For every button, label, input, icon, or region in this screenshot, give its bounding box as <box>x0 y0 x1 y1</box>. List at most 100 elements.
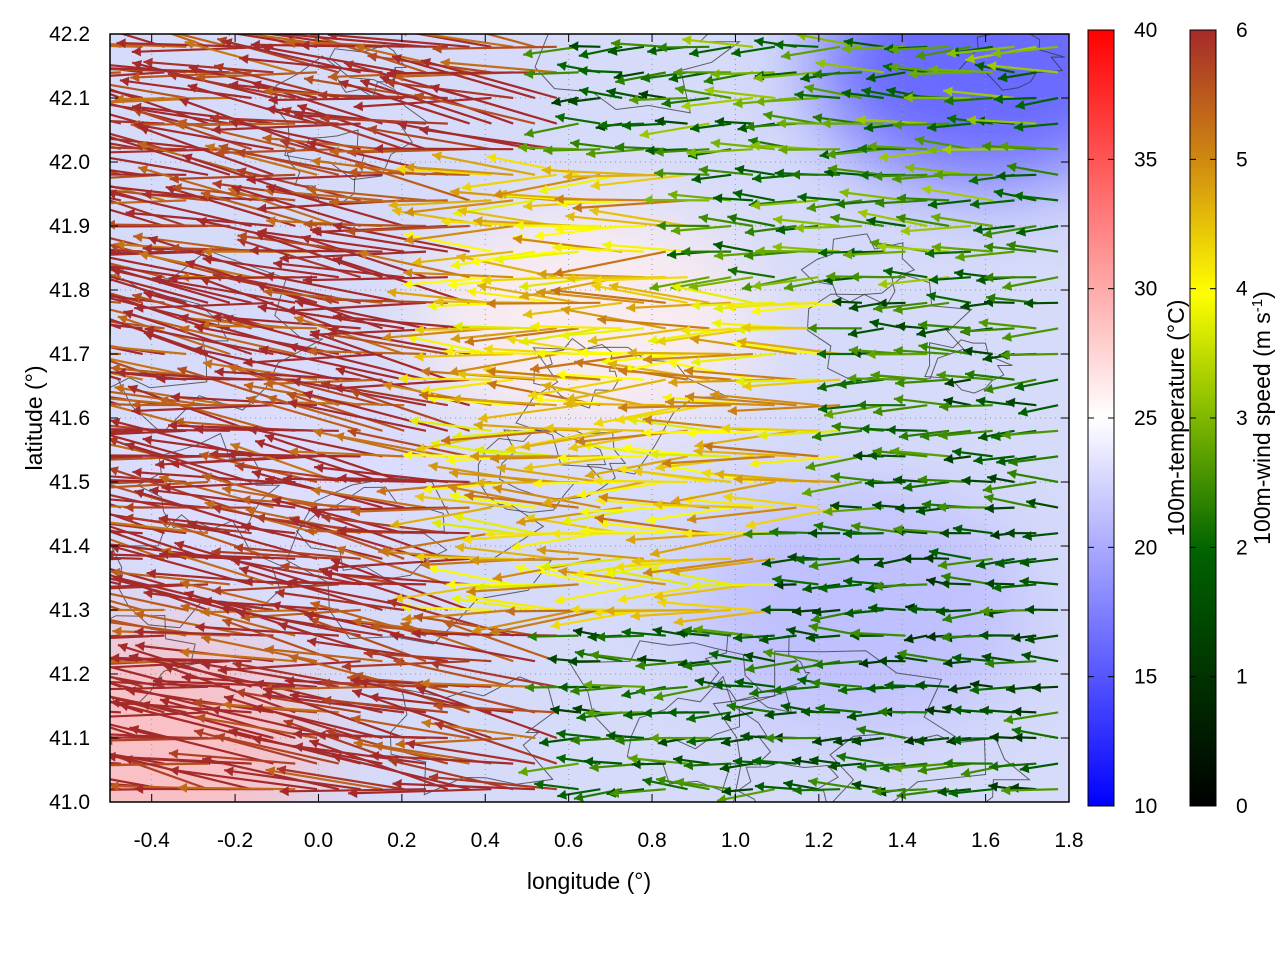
y-tick-label: 41.3 <box>49 599 90 622</box>
wind-arrow <box>689 45 732 58</box>
wind-arrow <box>684 392 797 407</box>
wind-arrow <box>635 660 688 671</box>
wind-arrow <box>403 268 514 279</box>
wind-arrow <box>979 705 1015 716</box>
wind-arrow <box>961 475 993 486</box>
wind-arrow <box>896 213 950 228</box>
wind-arrow <box>1016 224 1059 237</box>
wind-arrow <box>813 521 863 535</box>
wind-arrow <box>939 528 971 539</box>
wind-arrow <box>464 491 579 509</box>
wind-arrow <box>668 71 710 83</box>
colorbar-tick-label: 0 <box>1236 795 1248 818</box>
wind-arrow <box>605 606 710 616</box>
wind-arrow <box>633 466 732 484</box>
wind-arrow <box>657 42 710 53</box>
wind-arrow <box>807 323 862 334</box>
wind-arrow <box>332 256 470 304</box>
wind-arrow <box>570 138 623 151</box>
wind-arrow <box>143 290 274 330</box>
wind-arrow <box>110 250 209 256</box>
wind-arrow <box>529 352 645 374</box>
wind-arrow <box>110 723 165 740</box>
wind-arrow <box>719 762 754 773</box>
wind-arrow <box>638 90 666 100</box>
wind-arrow <box>373 143 514 154</box>
wind-arrow <box>591 282 688 304</box>
wind-arrow <box>262 690 405 714</box>
wind-arrow <box>554 224 645 235</box>
wind-arrow <box>861 86 906 100</box>
wind-arrow <box>551 286 666 304</box>
wind-arrow <box>948 788 993 798</box>
wind-arrow <box>489 608 601 637</box>
wind-arrow <box>510 532 601 552</box>
wind-arrow <box>627 347 732 358</box>
wind-arrow <box>420 58 558 100</box>
wind-arrow <box>110 275 209 304</box>
wind-arrow <box>527 378 623 400</box>
wind-arrow <box>392 779 536 791</box>
wind-arrow <box>847 327 884 338</box>
wind-arrow <box>222 700 339 714</box>
wind-arrow <box>215 147 339 158</box>
x-tick-label: -0.4 <box>134 829 171 852</box>
wind-arrow <box>744 660 797 674</box>
wind-arrow <box>403 276 492 290</box>
wind-arrow <box>110 538 165 560</box>
wind-arrow <box>808 777 863 791</box>
wind-arrow <box>110 429 143 434</box>
wind-arrow <box>543 145 601 156</box>
wind-arrow <box>567 656 601 667</box>
wind-arrow <box>110 83 187 100</box>
wind-arrow <box>686 506 797 524</box>
wind-arrow <box>471 608 579 635</box>
wind-arrow <box>454 542 557 560</box>
colorbar-tick-label: 40 <box>1134 19 1157 42</box>
wind-arrow <box>555 112 601 125</box>
wind-arrow <box>847 373 906 384</box>
wind-arrow <box>735 376 819 387</box>
wind-arrow <box>110 169 143 176</box>
wind-arrow <box>132 467 274 484</box>
x-tick-label: 1.8 <box>1054 829 1083 852</box>
wind-arrow <box>110 199 187 205</box>
wind-arrow <box>946 45 1015 58</box>
wind-arrow <box>131 102 274 125</box>
wind-arrow <box>271 496 405 535</box>
wind-arrow <box>794 90 841 100</box>
wind-arrow <box>1005 397 1037 408</box>
wind-arrow <box>236 148 361 176</box>
wind-arrow <box>951 735 993 746</box>
wind-arrow <box>143 57 274 74</box>
wind-arrow <box>713 250 775 261</box>
y-tick-label: 41.6 <box>49 407 90 430</box>
temperature-colorbar-ticks: 10 15 20 25 30 35 40 <box>1088 19 1157 818</box>
wind-arrow <box>330 558 471 612</box>
wind-arrow <box>428 772 557 791</box>
wind-arrow <box>110 103 231 125</box>
wind-arrow <box>1012 706 1037 717</box>
wind-arrow <box>110 505 143 509</box>
wind-arrow <box>473 420 579 432</box>
wind-arrow <box>395 736 514 749</box>
contour-line <box>712 650 987 802</box>
wind-arrow <box>110 256 209 279</box>
wind-arrow <box>896 193 950 204</box>
wind-arrow <box>544 423 645 434</box>
wind-arrow <box>832 296 862 307</box>
wind-arrow <box>712 240 754 253</box>
x-tick-label: -0.2 <box>217 829 253 852</box>
wind-arrow <box>110 634 121 638</box>
wind-arrow <box>598 518 688 535</box>
wind-arrow <box>574 648 623 663</box>
wind-arrow <box>727 213 775 228</box>
wind-arrow <box>217 660 361 675</box>
wind-arrow <box>774 40 819 50</box>
wind-arrow <box>540 557 623 572</box>
wind-arrow <box>850 628 906 639</box>
wind-arrow <box>674 84 732 100</box>
wind-arrow <box>134 610 252 637</box>
wind-arrow <box>688 276 754 291</box>
wind-arrow <box>704 86 775 100</box>
